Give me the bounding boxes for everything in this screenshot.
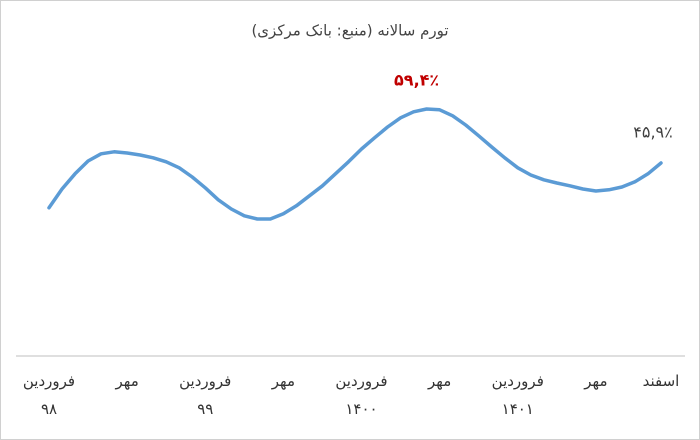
chart-title: تورم سالانه (منبع: بانک مرکزی) xyxy=(251,22,448,40)
x-tick-label: مهر xyxy=(584,372,608,390)
x-tick-label: اسفند xyxy=(642,372,680,390)
x-tick-label: فروردین ۹۸ xyxy=(22,372,76,418)
x-tick-label: فروردین ۱۴۰۱ xyxy=(491,372,544,418)
data-label: ۵۹,۴٪ xyxy=(394,71,439,90)
data-label: ۴۵,۹٪ xyxy=(633,123,672,142)
x-tick-label: فروردین ۱۴۰۰ xyxy=(335,372,388,418)
x-tick-label: مهر xyxy=(115,372,139,390)
x-tick-label: مهر xyxy=(271,372,295,390)
x-tick-label: مهر xyxy=(428,372,452,390)
x-tick-label: فروردین ۹۹ xyxy=(179,372,232,418)
line xyxy=(47,107,663,221)
